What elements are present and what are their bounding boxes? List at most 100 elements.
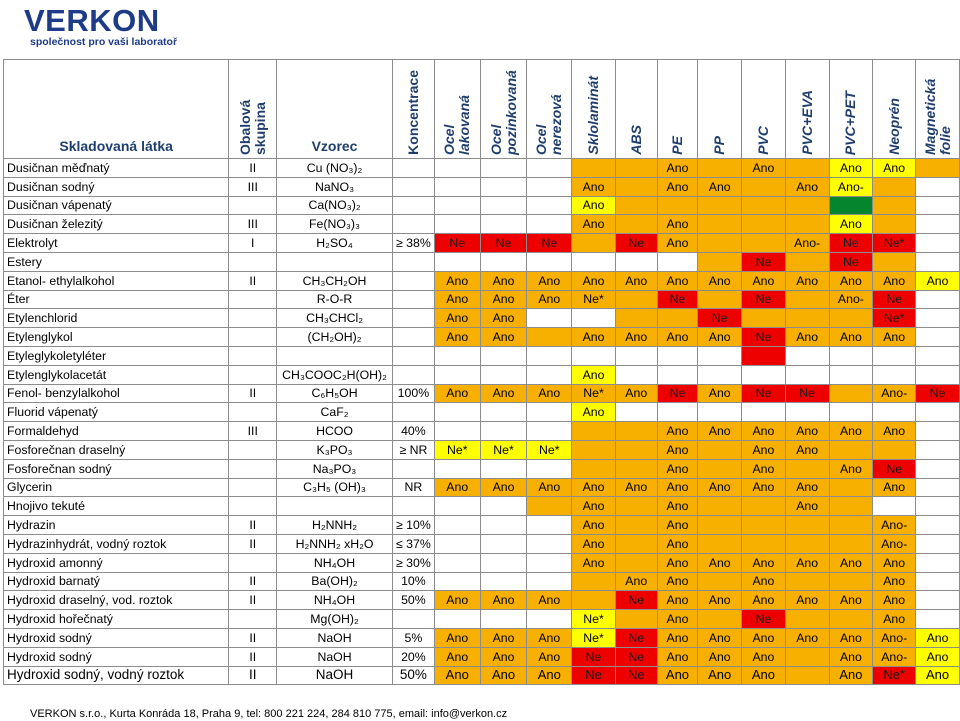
substance-name: Etylenglykolacetát [2,364,230,385]
table-row: Hydroxid hořečnatý Mg(OH)₂ Ne* Ano Ne Ano [2,609,960,629]
concentration [391,270,435,291]
resistance-cell [697,214,743,235]
resistance-cell: Ano [571,533,616,554]
formula: CaF₂ [276,402,393,423]
resistance-cell [614,251,658,272]
table-row: Fosforečnan sodný Na₃PO₃ Ano Ano Ano Ne [2,458,960,479]
resistance-cell [915,571,960,592]
resistance-cell [614,496,658,517]
resistance-cell [784,458,830,479]
chemical-resistance-table: Skladovaná látka Obalová skupina Vzorec Kon… [2,59,960,686]
resistance-cell [697,439,743,460]
resistance-cell [915,345,960,366]
resistance-cell [915,402,960,423]
resistance-cell [784,402,830,423]
resistance-cell: Ano [741,590,786,611]
resistance-cell: Ano [741,270,786,291]
resistance-cell: Ano [571,327,616,347]
resistance-cell [479,533,528,554]
resistance-cell: Ano [741,552,786,573]
table-row: Hydroxid sodný, vodný roztok II NaOH 50% Ano… [2,665,960,686]
resistance-cell: Ne [915,383,960,404]
resistance-cell [614,176,658,197]
resistance-cell: Ano- [872,515,917,535]
resistance-cell [479,402,528,423]
resistance-cell [526,515,573,535]
formula: Ca(NO₃)₂ [276,195,393,216]
resistance-cell [915,251,960,272]
resistance-cell: Ano [872,609,917,629]
table-row: Formaldehyd III HCOO 40% Ano Ano Ano Ano Ano Ano [2,421,960,441]
table-row: Etylenglykol (CH₂OH)₂ Ano Ano Ano Ano Ano Ano Ne… [2,327,960,347]
resistance-cell [614,609,658,629]
resistance-cell: Ano [656,214,699,235]
concentration: 5% [391,627,435,648]
table-row: Fosforečnan draselný K₃PO₃ ≥ NR Ne* Ne* Ne* An… [2,439,960,460]
resistance-cell: Ano [479,627,528,648]
concentration: 40% [391,421,435,441]
resistance-cell [828,308,874,329]
resistance-cell: Ano [656,477,699,498]
resistance-cell [784,214,830,235]
resistance-cell [656,402,699,423]
resistance-cell [915,496,960,517]
resistance-cell: Ne [872,458,917,479]
concentration: ≥ 30% [391,552,435,573]
formula: (CH₂OH)₂ [276,327,393,347]
resistance-cell [571,458,616,479]
resistance-cell [526,571,573,592]
resistance-cell: Ne [741,383,786,404]
resistance-cell: Ano [828,665,874,686]
resistance-cell [697,345,743,366]
column-header-m7: PP [697,59,743,159]
packing-group: II [228,158,278,178]
resistance-cell: Ano [784,627,830,648]
column-header-label: PVC+PET [842,90,859,155]
resistance-cell: Ne [526,233,573,253]
resistance-cell [433,345,481,366]
table-row: Éter R-O-R Ano Ano Ano Ne* Ne Ne Ano- Ne [2,289,960,310]
resistance-cell [479,251,528,272]
formula: Cu (NO₃)₂ [276,158,393,178]
column-header-label: Magnetická folie [921,78,953,155]
resistance-cell [571,421,616,441]
formula: Mg(OH)₂ [276,609,393,629]
resistance-cell: Ne [614,665,658,686]
resistance-cell: Ano [915,665,960,686]
resistance-cell: Ne [784,383,830,404]
resistance-cell: Ano [614,327,658,347]
column-header-label: Skladovaná látka [59,138,173,154]
resistance-cell [571,158,616,178]
resistance-cell [741,402,786,423]
resistance-cell: Ano [479,327,528,347]
resistance-cell [479,345,528,366]
resistance-cell: Ano- [828,176,874,197]
resistance-cell: Ne [479,233,528,253]
resistance-cell [784,533,830,554]
resistance-cell: Ano [433,327,481,347]
substance-name: Hydroxid draselný, vod. roztok [2,590,230,611]
resistance-cell [915,515,960,535]
resistance-cell [433,402,481,423]
substance-name: Formaldehyd [2,421,230,441]
resistance-cell: Ano [828,158,874,178]
resistance-cell: Ano [741,627,786,648]
resistance-cell: Ano [433,646,481,667]
resistance-cell [433,571,481,592]
resistance-cell: Ano [697,327,743,347]
resistance-cell: Ano [479,665,528,686]
resistance-cell [697,364,743,385]
resistance-cell: Ano [697,552,743,573]
packing-group [228,195,278,216]
resistance-cell: Ano [433,590,481,611]
packing-group: II [228,383,278,404]
concentration [391,195,435,216]
resistance-cell [571,251,616,272]
resistance-cell [433,251,481,272]
resistance-cell: Ano [915,627,960,648]
resistance-cell: Ano [784,590,830,611]
resistance-cell: Ano [479,590,528,611]
resistance-cell [741,364,786,385]
packing-group [228,439,278,460]
resistance-cell: Ne [433,233,481,253]
